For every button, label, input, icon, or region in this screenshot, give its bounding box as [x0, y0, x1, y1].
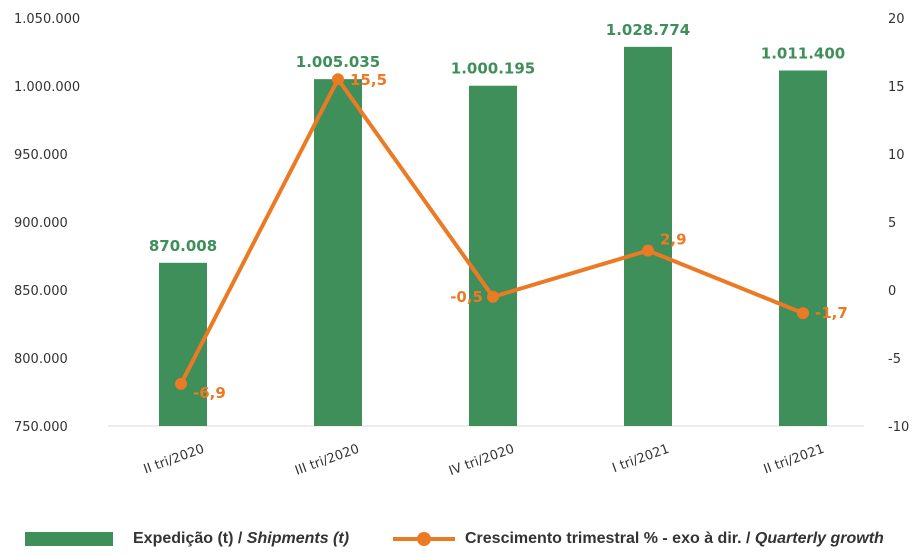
y-right-tick-label: 5 — [888, 216, 896, 231]
growth-data-label: 15,5 — [350, 71, 387, 89]
bar-data-label: 1.005.035 — [296, 53, 380, 71]
y-right-tick-label: 15 — [888, 80, 905, 95]
bar — [779, 70, 827, 426]
y-right-tick-label: -5 — [888, 352, 901, 367]
bar — [469, 85, 517, 426]
growth-data-label: -6,9 — [193, 384, 226, 402]
y-right-tick-label: 20 — [888, 12, 905, 27]
y-right-tick-label: -10 — [888, 420, 909, 435]
bar-data-label: 1.000.195 — [451, 60, 535, 78]
y-left-tick-label: 800.000 — [14, 352, 68, 367]
bar-data-label: 1.011.400 — [761, 44, 845, 62]
legend-shipments-en: Shipments (t) — [246, 530, 350, 547]
bar-data-label: 870.008 — [149, 237, 217, 255]
growth-data-label: 2,9 — [660, 231, 687, 249]
x-tick-label: II tri/2021 — [762, 442, 827, 478]
legend: Expedição (t) / Shipments (t) Cresciment… — [0, 530, 924, 556]
combo-chart: 750.000 800.000 850.000 900.000 950.000 1.000… — [14, 12, 909, 479]
y-left-tick-label: 850.000 — [14, 284, 68, 299]
y-left-tick-label: 750.000 — [14, 420, 68, 435]
growth-point — [332, 73, 344, 86]
growth-point — [175, 377, 187, 390]
x-tick-label: I tri/2021 — [610, 442, 671, 476]
legend-item-growth: Crescimento trimestral % - exo à dir. / … — [393, 530, 884, 548]
growth-data-label: -1,7 — [815, 304, 848, 322]
legend-growth-pt: Crescimento trimestral % - exo à dir. / — [465, 530, 755, 547]
bar — [624, 46, 672, 426]
legend-item-shipments: Expedição (t) / Shipments (t) — [25, 530, 349, 548]
bar — [159, 262, 207, 426]
legend-growth-label: Crescimento trimestral % - exo à dir. / … — [465, 530, 884, 548]
x-tick-label: II tri/2020 — [142, 442, 207, 478]
y-left-tick-label: 1.050.000 — [14, 12, 80, 27]
y-right-tick-label: 10 — [888, 148, 905, 163]
growth-data-label: -0,5 — [450, 288, 483, 306]
legend-bar-swatch — [25, 532, 113, 546]
growth-point — [797, 307, 809, 320]
y-right-tick-label: 0 — [888, 284, 896, 299]
legend-line-marker — [393, 532, 455, 546]
bar-data-label: 1.028.774 — [606, 21, 690, 39]
growth-point — [487, 290, 499, 303]
legend-shipments-label: Expedição (t) / Shipments (t) — [133, 530, 349, 548]
bar — [314, 79, 362, 426]
y-left-tick-label: 950.000 — [14, 148, 68, 163]
legend-growth-en: Quarterly growth — [754, 530, 884, 547]
x-tick-label: IV tri/2020 — [447, 442, 516, 479]
legend-shipments-pt: Expedição (t) / — [133, 530, 247, 547]
y-left-tick-label: 1.000.000 — [14, 80, 80, 95]
growth-point — [642, 244, 654, 257]
y-left-tick-label: 900.000 — [14, 216, 68, 231]
x-tick-label: III tri/2020 — [293, 442, 361, 479]
